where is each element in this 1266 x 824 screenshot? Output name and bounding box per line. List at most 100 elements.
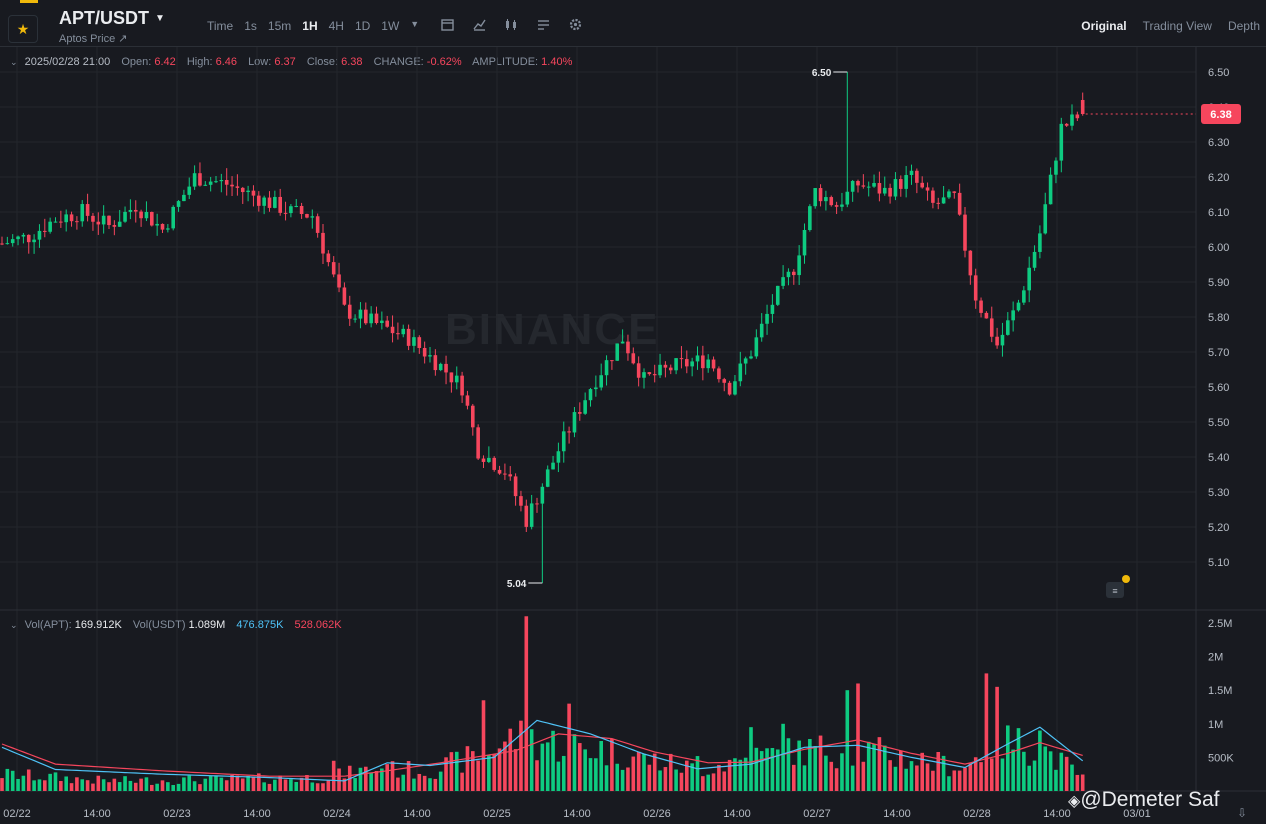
candle-body (117, 221, 122, 227)
interval-1s[interactable]: 1s (244, 19, 257, 33)
candle-body (599, 375, 603, 388)
candle-body (107, 215, 111, 226)
volume-bar (1075, 774, 1080, 791)
candle-body (85, 204, 90, 216)
candle-body (428, 355, 432, 357)
asset-subtitle-link[interactable]: Aptos Price ↗ (59, 33, 128, 45)
candle-body (909, 170, 914, 176)
view-original[interactable]: Original (1081, 19, 1127, 33)
volume-bar (872, 744, 876, 791)
candle-body (214, 181, 218, 183)
chevron-down-icon: ▼ (155, 13, 165, 24)
chart-tools (439, 17, 584, 32)
candle-body (899, 179, 903, 189)
volume-bar (845, 690, 850, 791)
volume-bar (160, 780, 165, 791)
volume-legend: ⌄ Vol(APT): 169.912K Vol(USDT) 1.089M 47… (10, 619, 342, 631)
volume-bar (1027, 765, 1031, 791)
low-value: 6.37 (274, 56, 296, 68)
candle-body (230, 184, 234, 187)
vol-usdt-value: 1.089M (188, 619, 226, 631)
layout-icon[interactable] (535, 17, 552, 32)
price-tick-label: 5.50 (1208, 417, 1229, 429)
volume-bar (326, 780, 331, 791)
price-tick-label: 5.60 (1208, 382, 1229, 394)
candle-body (556, 451, 561, 463)
volume-bar (834, 768, 839, 791)
candle-body (278, 196, 282, 213)
candle-body (679, 358, 684, 360)
candle-body (26, 234, 31, 243)
candle-body (69, 214, 74, 222)
volume-bar (861, 761, 866, 791)
low-marker-label: 5.04 (507, 579, 527, 590)
candle-body (904, 175, 908, 189)
collapse-chevron-icon[interactable]: ⌄ (10, 57, 18, 67)
price-tick-label: 6.20 (1208, 172, 1229, 184)
time-tick-label: 14:00 (723, 808, 751, 820)
volume-bar (283, 779, 288, 791)
volume-bar (545, 742, 550, 791)
interval-4h[interactable]: 4H (328, 19, 344, 33)
candle-body (888, 187, 892, 197)
candle-body (240, 187, 245, 193)
last-price-label: 6.38 (1210, 109, 1231, 121)
volume-bar (989, 758, 994, 791)
candle-body (1080, 100, 1085, 114)
candle-body (192, 173, 197, 187)
volume-bar (915, 765, 919, 791)
indicator-icon[interactable] (471, 17, 488, 32)
alert-widget-icon[interactable] (1106, 582, 1124, 598)
volume-bar (952, 770, 957, 791)
interval-time[interactable]: Time (207, 19, 234, 33)
open-value: 6.42 (154, 56, 176, 68)
candle-body (931, 190, 935, 203)
view-depth[interactable]: Depth (1227, 19, 1260, 33)
time-tick-label: 14:00 (243, 808, 271, 820)
volume-bar (487, 755, 491, 791)
volume-bar (743, 757, 748, 791)
volume-bar (866, 741, 871, 791)
volume-bar (636, 751, 641, 791)
volume-bar (1032, 760, 1037, 791)
settings-gear-icon[interactable] (567, 17, 584, 32)
candle-body (487, 457, 491, 462)
volume-bar (37, 779, 42, 791)
volume-bar (931, 770, 935, 791)
more-intervals-chevron-icon[interactable]: ▼ (410, 19, 420, 29)
candle-body (257, 195, 261, 206)
candle-body (636, 363, 641, 378)
candle-type-icon[interactable] (503, 17, 520, 32)
low-label: Low: (248, 56, 272, 68)
collapse-chevron-icon[interactable]: ⌄ (10, 620, 18, 630)
candle-body (578, 412, 582, 414)
volume-bar (727, 759, 732, 791)
symbol-selector[interactable]: APT/USDT ▼ (59, 8, 165, 28)
volume-bar (412, 778, 416, 791)
candle-body (786, 271, 791, 278)
interval-1d[interactable]: 1D (354, 19, 371, 33)
interval-15m[interactable]: 15m (267, 19, 292, 33)
interval-1h[interactable]: 1H (302, 19, 318, 33)
volume-bar (717, 764, 721, 791)
view-trading-view[interactable]: Trading View (1142, 19, 1212, 33)
candle-body (5, 243, 10, 245)
volume-bar (305, 775, 309, 791)
candle-body (984, 312, 989, 319)
time-tick-label: 03/01 (1123, 808, 1151, 820)
volume-bar (1016, 728, 1021, 791)
volume-bar (10, 770, 15, 791)
candle-body (43, 230, 47, 232)
favorite-star-icon[interactable]: ★ (8, 15, 38, 43)
volume-bar (257, 773, 261, 791)
volume-bar (840, 753, 844, 791)
interval-1w[interactable]: 1W (381, 19, 400, 33)
candle-body (818, 188, 823, 202)
volume-bar (775, 749, 780, 791)
volume-bar (176, 783, 181, 791)
volume-bar (920, 752, 924, 791)
calendar-icon[interactable] (439, 17, 456, 32)
volume-bar (792, 764, 796, 791)
volume-bar (390, 761, 395, 791)
